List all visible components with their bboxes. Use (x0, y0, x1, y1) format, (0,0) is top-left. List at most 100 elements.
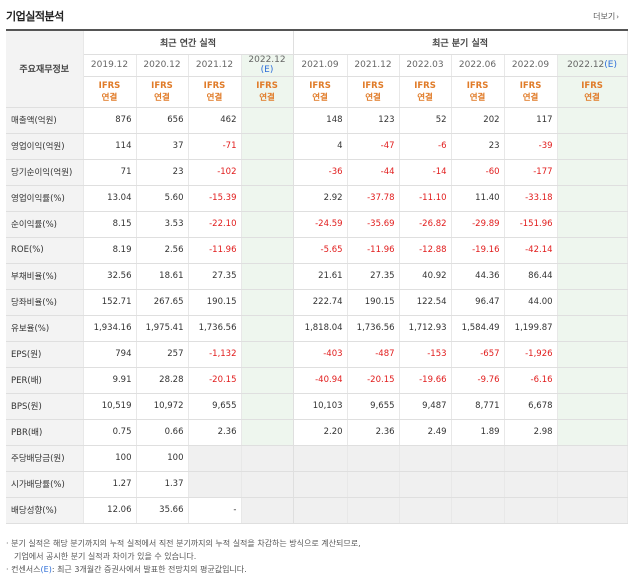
quarter-value-cell: 9,487 (399, 392, 452, 420)
annual-value-cell: 8.15 (83, 210, 137, 238)
annual-value-cell (241, 210, 294, 238)
quarter-value-cell: 2.49 (399, 418, 452, 446)
annual-value-cell: -1,132 (188, 340, 242, 368)
annual-value-cell: 9,655 (188, 392, 242, 420)
annual-value-cell (241, 106, 294, 134)
quarter-value-cell: 2.20 (293, 418, 348, 446)
annual-group-header: 최근 연간 실적 (83, 29, 294, 55)
annual-value-cell: -22.10 (188, 210, 242, 238)
quarter-value-cell: 123 (347, 106, 400, 134)
annual-period-header: 2020.12 (136, 53, 189, 77)
table-row: 영업이익(억원) 114 37 -71 4 -47 -6 23 -39 (6, 132, 628, 160)
annual-value-cell: 71 (83, 158, 137, 186)
quarter-value-cell (451, 470, 505, 498)
annual-value-cell: 100 (136, 444, 189, 472)
annual-period-header: 2022.12 (E) (241, 53, 294, 77)
annual-value-cell (241, 392, 294, 420)
quarter-value-cell: 86.44 (504, 262, 558, 290)
footnotes: · 분기 실적은 해당 분기까지의 누적 실적에서 직전 분기까지의 누적 실적… (6, 537, 606, 576)
quarter-value-cell (557, 496, 628, 524)
annual-value-cell: 1.37 (136, 470, 189, 498)
ifrs-label: IFRS 연결 (399, 75, 452, 108)
table-row: EPS(원) 794 257 -1,132 -403 -487 -153 -657 -1,926 (6, 340, 628, 368)
quarter-value-cell: -20.15 (347, 366, 400, 394)
footnote-1-cont: 기업에서 공시한 분기 실적과 차이가 있을 수 있습니다. (14, 552, 197, 561)
quarter-value-cell: -40.94 (293, 366, 348, 394)
row-label: 주당배당금(원) (6, 444, 84, 472)
quarter-value-cell: 1,584.49 (451, 314, 505, 342)
quarter-value-cell (557, 314, 628, 342)
ifrs-label: IFRS 연결 (557, 75, 628, 108)
row-label: ROE(%) (6, 236, 84, 264)
quarter-value-cell: 2.98 (504, 418, 558, 446)
ifrs-label: IFRS 연결 (188, 75, 242, 108)
quarter-value-cell (399, 470, 452, 498)
table-row: 시가배당률(%) 1.27 1.37 (6, 470, 628, 498)
annual-value-cell: 1,934.16 (83, 314, 137, 342)
annual-value-cell: 35.66 (136, 496, 189, 524)
annual-value-cell (188, 470, 242, 498)
annual-value-cell: 37 (136, 132, 189, 160)
financial-table: 주요재무정보 최근 연간 실적 최근 분기 실적 2019.12 2020.12 2… (6, 29, 628, 524)
row-label: PBR(배) (6, 418, 84, 446)
quarter-value-cell: -5.65 (293, 236, 348, 264)
more-link[interactable]: 더보기› (593, 11, 619, 22)
annual-value-cell: 18.61 (136, 262, 189, 290)
quarter-value-cell: -657 (451, 340, 505, 368)
annual-value-cell: 13.04 (83, 184, 137, 212)
footnote-2: · 컨센서스(E): 최근 3개월간 증권사에서 발표한 전망치의 평균값입니다… (6, 565, 247, 574)
quarter-value-cell: 190.15 (347, 288, 400, 316)
row-label: 부채비율(%) (6, 262, 84, 290)
table-row: 주당배당금(원) 100 100 (6, 444, 628, 472)
row-label: PER(배) (6, 366, 84, 394)
row-label: 순이익률(%) (6, 210, 84, 238)
quarter-value-cell: -487 (347, 340, 400, 368)
quarter-value-cell (557, 106, 628, 134)
more-label: 더보기 (593, 12, 616, 21)
table-row: 배당성향(%) 12.06 35.66- (6, 496, 628, 524)
annual-value-cell (241, 366, 294, 394)
annual-value-cell: 2.56 (136, 236, 189, 264)
table-row: PER(배) 9.91 28.28 -20.15 -40.94 -20.15 -19.66-… (6, 366, 628, 394)
row-label: BPS(원) (6, 392, 84, 420)
annual-value-cell: 28.28 (136, 366, 189, 394)
quarter-value-cell (347, 470, 400, 498)
quarter-value-cell (557, 444, 628, 472)
quarter-group-header: 최근 분기 실적 (293, 29, 628, 55)
annual-value-cell: -102 (188, 158, 242, 186)
annual-value-cell (241, 262, 294, 290)
annual-value-cell: 3.53 (136, 210, 189, 238)
annual-value-cell: 267.65 (136, 288, 189, 316)
annual-value-cell: 8.19 (83, 236, 137, 264)
quarter-value-cell: -35.69 (347, 210, 400, 238)
quarter-value-cell: -11.10 (399, 184, 452, 212)
quarter-value-cell: -151.96 (504, 210, 558, 238)
quarter-value-cell: -36 (293, 158, 348, 186)
quarter-value-cell: 96.47 (451, 288, 505, 316)
quarter-value-cell: 52 (399, 106, 452, 134)
quarter-value-cell (504, 496, 558, 524)
annual-value-cell: -71 (188, 132, 242, 160)
annual-value-cell: 794 (83, 340, 137, 368)
table-row: PBR(배) 0.75 0.66 2.36 2.20 2.36 2.49 1.89 2.98 (6, 418, 628, 446)
quarter-value-cell: -42.14 (504, 236, 558, 264)
annual-value-cell: 2.36 (188, 418, 242, 446)
quarter-value-cell: -29.89 (451, 210, 505, 238)
quarter-value-cell (557, 262, 628, 290)
quarter-value-cell: 222.74 (293, 288, 348, 316)
quarter-value-cell: -37.78 (347, 184, 400, 212)
quarter-value-cell: -11.96 (347, 236, 400, 264)
quarter-value-cell (557, 288, 628, 316)
annual-value-cell: 10,972 (136, 392, 189, 420)
quarter-value-cell: 8,771 (451, 392, 505, 420)
annual-value-cell (241, 470, 294, 498)
quarter-value-cell: 21.61 (293, 262, 348, 290)
annual-value-cell (188, 444, 242, 472)
quarter-value-cell: -9.76 (451, 366, 505, 394)
quarter-value-cell (399, 444, 452, 472)
quarter-value-cell: 1,818.04 (293, 314, 348, 342)
ifrs-label: IFRS 연결 (293, 75, 348, 108)
quarter-value-cell (293, 444, 348, 472)
annual-value-cell: 10,519 (83, 392, 137, 420)
quarter-value-cell: 40.92 (399, 262, 452, 290)
